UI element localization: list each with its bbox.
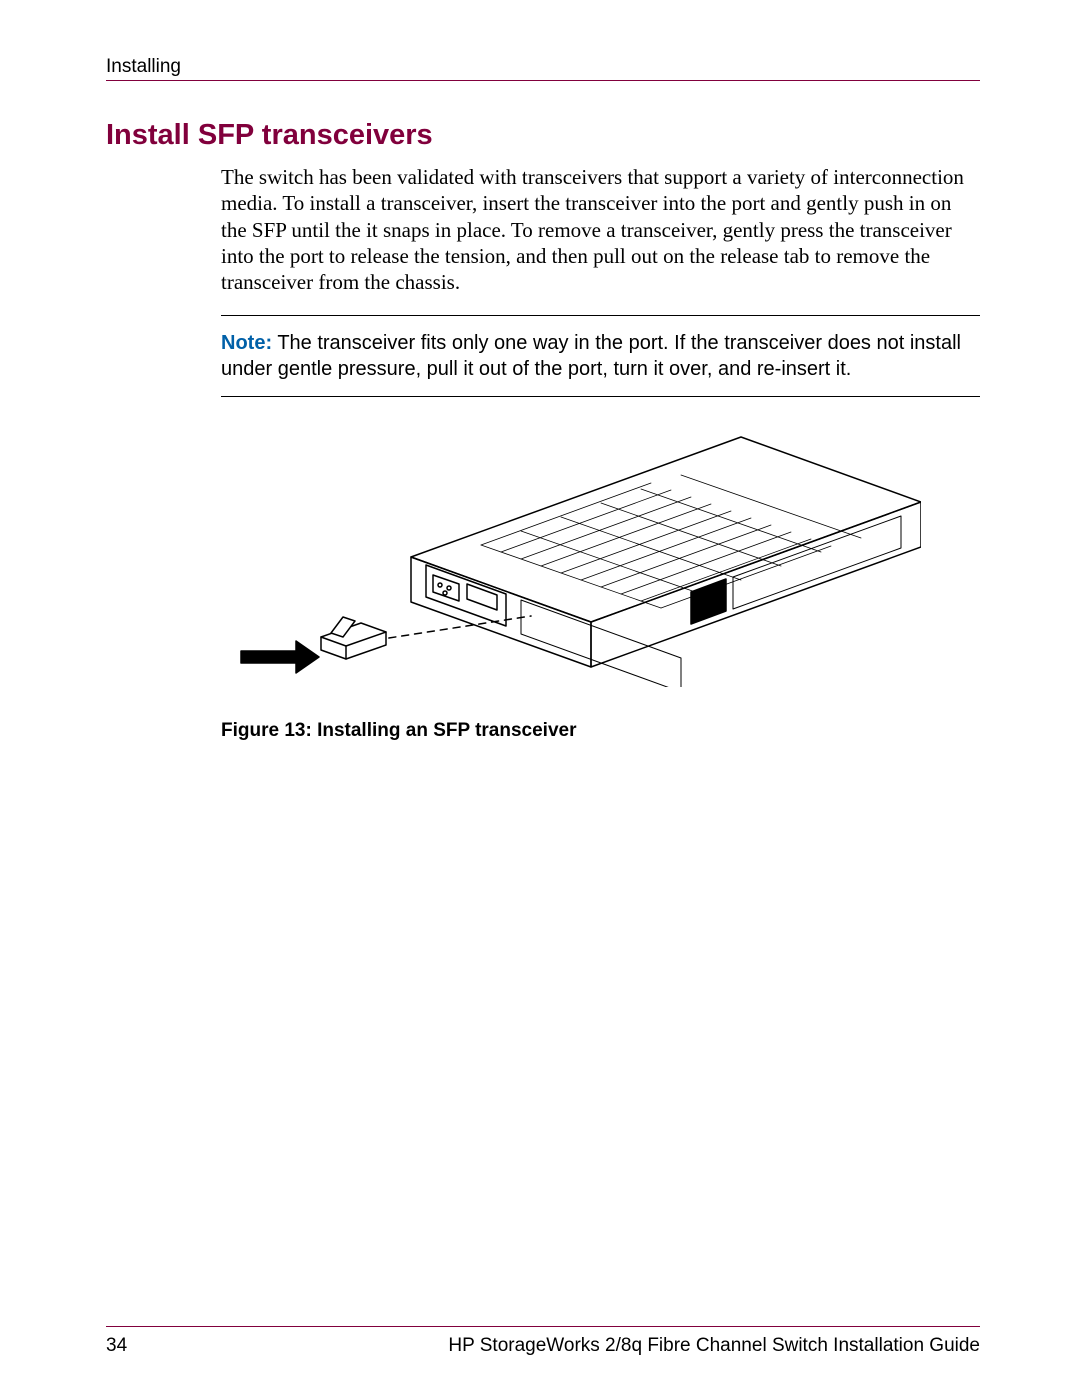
page-footer: 34 HP StorageWorks 2/8q Fibre Channel Sw… <box>106 1326 980 1357</box>
page-header: Installing <box>106 56 980 78</box>
note-block: Note: The transceiver fits only one way … <box>221 330 980 382</box>
figure: Figure 13: Installing an SFP transceiver <box>221 427 980 742</box>
doc-title: HP StorageWorks 2/8q Fibre Channel Switc… <box>448 1335 980 1357</box>
page-number: 34 <box>106 1335 127 1357</box>
header-rule <box>106 80 980 81</box>
page: Installing Install SFP transceivers The … <box>0 0 1080 1397</box>
running-head: Installing <box>106 56 181 78</box>
note-label: Note: <box>221 332 272 354</box>
note-top-rule <box>221 315 980 316</box>
footer-rule <box>106 1326 980 1327</box>
note-bottom-rule <box>221 396 980 397</box>
sfp-install-diagram <box>221 427 921 687</box>
section-paragraph: The switch has been validated with trans… <box>221 164 980 295</box>
figure-caption: Figure 13: Installing an SFP transceiver <box>221 720 980 742</box>
note-text: The transceiver fits only one way in the… <box>221 332 961 380</box>
section-body: The switch has been validated with trans… <box>221 164 980 742</box>
section-heading: Install SFP transceivers <box>106 119 980 152</box>
